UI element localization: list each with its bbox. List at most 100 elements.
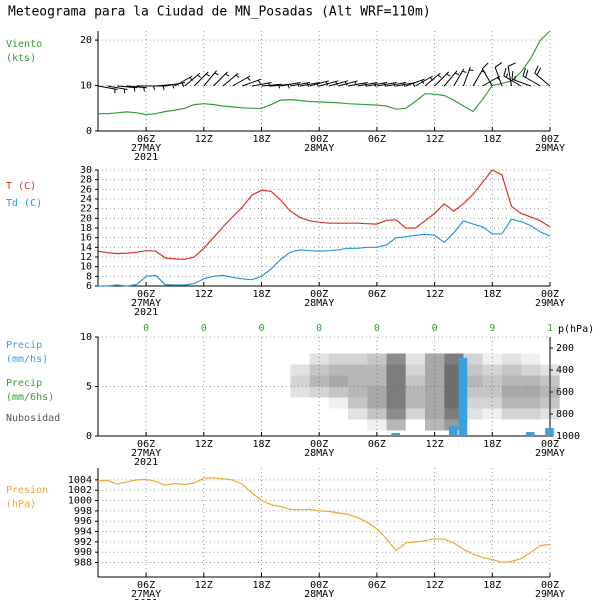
y-tick-label: 18	[80, 223, 92, 234]
wind-barb	[522, 67, 541, 87]
cloud-cell	[463, 364, 483, 376]
cloud-cell	[444, 353, 464, 365]
x-tick-label: 00Z	[541, 439, 559, 450]
cloud-cell	[406, 420, 425, 431]
y-tick-label: 28	[80, 175, 92, 186]
cloud-cell	[483, 420, 502, 431]
date-label: 27MAY	[131, 143, 161, 154]
wind-barb	[107, 85, 128, 94]
cloud-cell	[386, 386, 406, 398]
cloud-cell	[521, 420, 540, 431]
wind-barb	[193, 71, 210, 87]
y-tick-label: 996	[74, 516, 92, 527]
x-tick-label: 18Z	[483, 134, 501, 145]
x-tick-label: 06Z	[137, 580, 155, 591]
y-tick-label: 0	[86, 126, 92, 137]
cloud-cell	[424, 364, 445, 376]
cloud-cell	[424, 353, 445, 365]
cloud-cell	[310, 409, 329, 420]
cloud-cell	[405, 397, 425, 409]
year-label: 2021	[134, 457, 158, 468]
cloud-cell	[521, 364, 541, 376]
y-tick-label: 992	[74, 537, 92, 548]
cloud-cell	[290, 375, 310, 387]
series-label: Presion	[6, 485, 48, 496]
y-tick-label: 10	[80, 81, 92, 92]
x-tick-label: 06Z	[137, 134, 155, 145]
wind-barb	[242, 78, 262, 87]
y-tick-label: 16	[80, 233, 92, 244]
wind-barb	[503, 67, 522, 87]
wind-barb	[434, 71, 451, 87]
cloud-cell	[310, 420, 329, 431]
cloud-cell	[424, 386, 445, 398]
precip-6h-label: 0	[374, 323, 380, 334]
wind-barb	[494, 62, 503, 87]
series-label: Precip	[6, 378, 42, 389]
y2-tick-label: 200	[556, 343, 574, 354]
title: Meteograma para la Ciudad de MN_Posadas …	[8, 5, 431, 20]
y-tick-label: 20	[80, 213, 92, 224]
cloud-cell	[328, 386, 349, 398]
date-label: 29MAY	[535, 589, 565, 600]
x-tick-label: 12Z	[426, 289, 444, 300]
wind-barb	[424, 72, 442, 87]
y-tick-label: 24	[80, 194, 92, 205]
cloud-cell	[367, 397, 387, 409]
y2-tick-label: 400	[556, 365, 574, 376]
date-label: 29MAY	[535, 143, 565, 154]
cloud-cell	[405, 408, 425, 420]
cloud-cell	[386, 397, 406, 409]
wind-barb	[146, 85, 167, 91]
cloud-cell	[463, 375, 483, 387]
x-tick-label: 06Z	[368, 289, 386, 300]
wind-barb	[222, 72, 240, 87]
cloud-cell	[540, 408, 560, 420]
y-tick-label: 10	[80, 262, 92, 273]
wind-barb	[184, 72, 202, 87]
y-tick-label: 988	[74, 558, 92, 569]
y-tick-label: 5	[86, 382, 92, 393]
wind-barb	[97, 85, 118, 94]
series-line	[98, 30, 551, 116]
y2-tick-label: 800	[556, 409, 574, 420]
cloud-cell	[444, 419, 464, 431]
x-tick-label: 00Z	[541, 580, 559, 591]
series-line	[97, 477, 551, 564]
date-label: 27MAY	[131, 589, 161, 600]
cloud-cell	[329, 409, 348, 420]
y-tick-label: 0	[86, 431, 92, 442]
cloud-cell	[540, 364, 560, 376]
y-tick-label: 990	[74, 547, 92, 558]
cloud-cell	[329, 420, 348, 431]
series-unit: (kts)	[6, 53, 36, 64]
precip-bar	[449, 426, 458, 436]
series-label: Nubosidad	[6, 413, 60, 424]
x-tick-label: 06Z	[137, 439, 155, 450]
cloud-cell	[290, 364, 310, 376]
cloud-cell	[405, 353, 425, 365]
cloud-cell	[482, 364, 502, 376]
wind-barb	[511, 70, 531, 87]
wind-barb	[232, 75, 251, 87]
cloud-cell	[424, 419, 445, 431]
cloud-cell	[367, 386, 387, 398]
cloud-cell	[405, 375, 425, 387]
year-label: 2021	[134, 152, 158, 163]
cloud-cell	[348, 420, 367, 431]
wind-barb	[126, 85, 147, 92]
y-tick-label: 10	[80, 332, 92, 343]
cloud-cell	[328, 364, 349, 376]
cloud-cell	[540, 354, 559, 365]
cloud-cell	[405, 386, 425, 398]
precip-6h-label: 0	[432, 323, 438, 334]
cloud-cell	[424, 397, 445, 409]
cloud-cell	[521, 408, 541, 420]
x-tick-label: 12Z	[195, 439, 213, 450]
precip-6h-label: 0	[316, 323, 322, 334]
cloud-cell	[348, 375, 368, 387]
cloud-cell	[290, 420, 309, 431]
cloud-cell	[444, 397, 464, 409]
cloud-cell	[540, 397, 560, 409]
precip-bar	[525, 432, 535, 436]
